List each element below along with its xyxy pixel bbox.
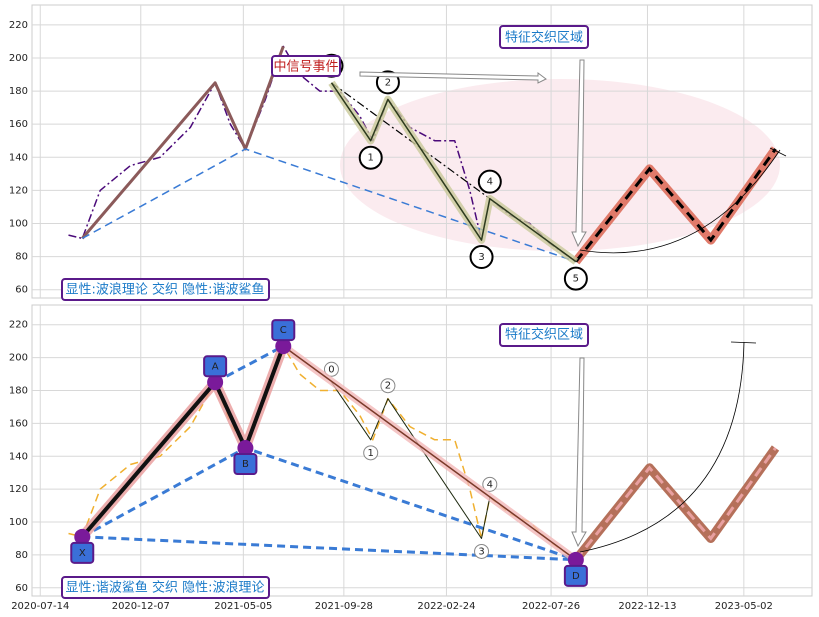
wave-label: 3 bbox=[478, 252, 484, 263]
y-tick-label: 200 bbox=[9, 353, 28, 364]
y-tick-label: 120 bbox=[9, 185, 28, 196]
wave-point bbox=[74, 528, 91, 545]
wave-label: 1 bbox=[368, 153, 374, 164]
y-tick-label: 220 bbox=[9, 20, 28, 31]
wave-label-box bbox=[203, 355, 228, 378]
annotation-box bbox=[271, 55, 341, 77]
wave-label-box bbox=[271, 319, 296, 342]
wave-line bbox=[282, 345, 577, 561]
annotation-box bbox=[499, 25, 589, 49]
wave-line bbox=[81, 45, 285, 240]
wave-line bbox=[331, 382, 491, 539]
wave-line bbox=[82, 535, 576, 562]
wave-label: 0 bbox=[328, 364, 334, 375]
x-tick-label: 2022-02-24 bbox=[417, 601, 475, 612]
y-tick-label: 60 bbox=[15, 583, 28, 594]
arrows bbox=[359, 59, 587, 548]
annotation-boxes: 特征交织区域 中信号事件 显性:波浪理论 交织 隐性:谐波鲨鱼 特征交织区域 显… bbox=[61, 25, 589, 599]
wave-label: 4 bbox=[487, 479, 493, 490]
highlight-zone bbox=[340, 79, 780, 251]
wave-label: D bbox=[572, 571, 580, 582]
projection-line bbox=[574, 447, 777, 561]
x-tick-label: 2023-05-02 bbox=[715, 601, 773, 612]
wave-label: 5 bbox=[573, 274, 579, 285]
y-tick-label: 180 bbox=[9, 86, 28, 97]
wave-point bbox=[237, 440, 254, 457]
y-tick-label: 160 bbox=[9, 418, 28, 429]
wave-label-circle bbox=[482, 476, 498, 492]
wave-label-circle bbox=[474, 543, 490, 559]
wave-label: 3 bbox=[478, 546, 484, 557]
y-tick-label: 140 bbox=[9, 451, 28, 462]
wave-label-circle bbox=[323, 361, 339, 377]
wave-label-box bbox=[563, 564, 588, 587]
annotation: 特征交织区域 bbox=[505, 327, 583, 343]
wave-label-circle bbox=[363, 445, 379, 461]
y-tick-label: 220 bbox=[9, 320, 28, 331]
x-tick-label: 2021-09-28 bbox=[315, 601, 373, 612]
annotation: 显性:谐波鲨鱼 交织 隐性:波浪理论 bbox=[65, 580, 264, 596]
y-tick-label: 160 bbox=[9, 119, 28, 130]
y-tick-label: 180 bbox=[9, 385, 28, 396]
y-tick-label: 120 bbox=[9, 484, 28, 495]
wave-label: A bbox=[212, 361, 219, 372]
x-tick-label: 2022-12-13 bbox=[618, 601, 676, 612]
annotation: 中信号事件 bbox=[273, 60, 338, 75]
wave-point bbox=[567, 551, 584, 568]
wave-label-box bbox=[70, 541, 95, 564]
annotation-box bbox=[499, 323, 589, 347]
wave-label-circle bbox=[358, 145, 383, 170]
y-tick-label: 80 bbox=[15, 252, 28, 263]
annotation: 特征交织区域 bbox=[505, 30, 583, 46]
arcs bbox=[579, 147, 787, 553]
x-tick-label: 2020-07-14 bbox=[11, 601, 69, 612]
wave-label: B bbox=[242, 459, 249, 470]
y-tick-label: 140 bbox=[9, 152, 28, 163]
projection-line bbox=[574, 148, 777, 263]
wave-label-circle bbox=[469, 245, 494, 270]
wave-label-circle bbox=[477, 169, 502, 194]
wave-line bbox=[330, 82, 577, 263]
wave-line bbox=[81, 148, 577, 263]
price-line bbox=[68, 45, 577, 263]
wave-line bbox=[80, 345, 286, 539]
wave-label: X bbox=[79, 548, 86, 559]
wave-label: 1 bbox=[368, 448, 374, 459]
y-tick-label: 100 bbox=[9, 219, 28, 230]
y-tick-label: 100 bbox=[9, 517, 28, 528]
wave-label: 2 bbox=[385, 77, 391, 88]
wave-label-circle bbox=[563, 266, 588, 291]
x-tick-label: 2021-05-05 bbox=[214, 601, 272, 612]
wave-label-box bbox=[233, 453, 258, 476]
wave-label: 2 bbox=[385, 381, 391, 392]
wave-point bbox=[207, 374, 224, 391]
wave-label: 4 bbox=[487, 177, 493, 188]
wave-label-circle bbox=[380, 378, 396, 394]
y-tick-label: 80 bbox=[15, 550, 28, 561]
wave-point bbox=[275, 338, 292, 355]
annotation-box bbox=[61, 278, 270, 301]
annotation: 显性:波浪理论 交织 隐性:谐波鲨鱼 bbox=[65, 282, 264, 298]
x-tick-label: 2020-12-07 bbox=[112, 601, 170, 612]
y-tick-label: 200 bbox=[9, 53, 28, 64]
y-tick-label: 60 bbox=[15, 285, 28, 296]
annotation-box bbox=[61, 576, 270, 599]
panel: 6080100120140160180200220012345 bbox=[9, 5, 812, 298]
x-tick-label: 2022-07-26 bbox=[522, 601, 580, 612]
wave-label: C bbox=[280, 325, 287, 336]
